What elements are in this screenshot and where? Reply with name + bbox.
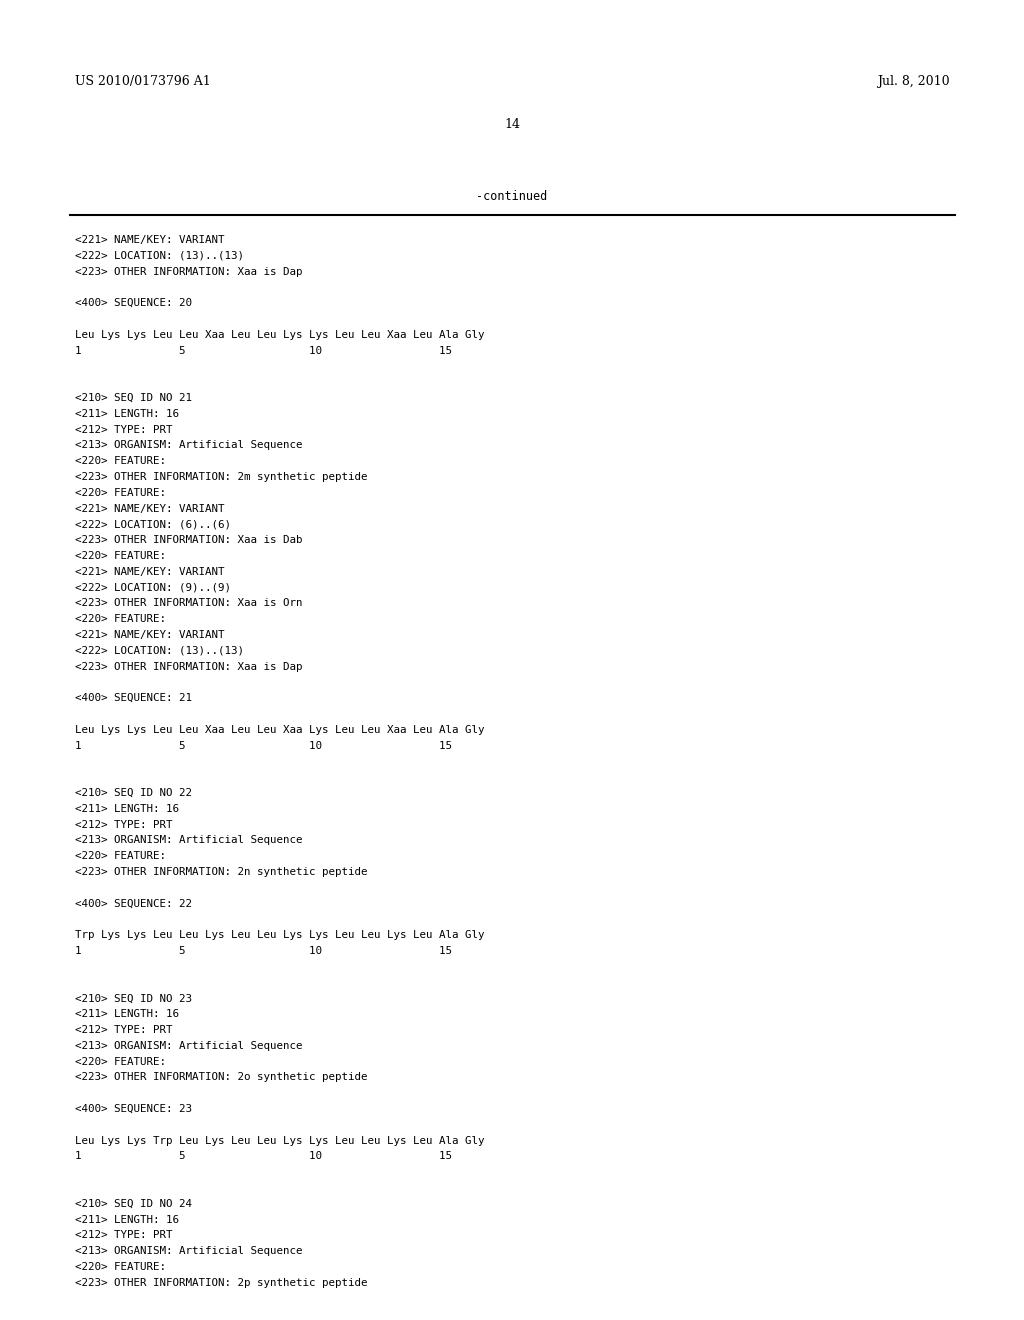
- Text: 14: 14: [504, 117, 520, 131]
- Text: <400> SEQUENCE: 21: <400> SEQUENCE: 21: [75, 693, 193, 704]
- Text: Leu Lys Lys Trp Leu Lys Leu Leu Lys Lys Leu Leu Lys Leu Ala Gly: Leu Lys Lys Trp Leu Lys Leu Leu Lys Lys …: [75, 1135, 484, 1146]
- Text: <221> NAME/KEY: VARIANT: <221> NAME/KEY: VARIANT: [75, 566, 224, 577]
- Text: <223> OTHER INFORMATION: 2n synthetic peptide: <223> OTHER INFORMATION: 2n synthetic pe…: [75, 867, 368, 876]
- Text: 1               5                   10                  15: 1 5 10 15: [75, 346, 452, 355]
- Text: <220> FEATURE:: <220> FEATURE:: [75, 1262, 166, 1272]
- Text: <213> ORGANISM: Artificial Sequence: <213> ORGANISM: Artificial Sequence: [75, 836, 302, 845]
- Text: 1               5                   10                  15: 1 5 10 15: [75, 946, 452, 956]
- Text: Trp Lys Lys Leu Leu Lys Leu Leu Lys Lys Leu Leu Lys Leu Ala Gly: Trp Lys Lys Leu Leu Lys Leu Leu Lys Lys …: [75, 931, 484, 940]
- Text: <212> TYPE: PRT: <212> TYPE: PRT: [75, 1026, 172, 1035]
- Text: <222> LOCATION: (13)..(13): <222> LOCATION: (13)..(13): [75, 251, 244, 261]
- Text: <223> OTHER INFORMATION: 2o synthetic peptide: <223> OTHER INFORMATION: 2o synthetic pe…: [75, 1072, 368, 1082]
- Text: <213> ORGANISM: Artificial Sequence: <213> ORGANISM: Artificial Sequence: [75, 1040, 302, 1051]
- Text: <211> LENGTH: 16: <211> LENGTH: 16: [75, 409, 179, 418]
- Text: <221> NAME/KEY: VARIANT: <221> NAME/KEY: VARIANT: [75, 504, 224, 513]
- Text: <213> ORGANISM: Artificial Sequence: <213> ORGANISM: Artificial Sequence: [75, 1246, 302, 1257]
- Text: <210> SEQ ID NO 23: <210> SEQ ID NO 23: [75, 994, 193, 1003]
- Text: <212> TYPE: PRT: <212> TYPE: PRT: [75, 1230, 172, 1241]
- Text: <222> LOCATION: (6)..(6): <222> LOCATION: (6)..(6): [75, 519, 231, 529]
- Text: <212> TYPE: PRT: <212> TYPE: PRT: [75, 425, 172, 434]
- Text: Jul. 8, 2010: Jul. 8, 2010: [878, 75, 950, 88]
- Text: <220> FEATURE:: <220> FEATURE:: [75, 457, 166, 466]
- Text: Leu Lys Lys Leu Leu Xaa Leu Leu Xaa Lys Leu Leu Xaa Leu Ala Gly: Leu Lys Lys Leu Leu Xaa Leu Leu Xaa Lys …: [75, 725, 484, 735]
- Text: <220> FEATURE:: <220> FEATURE:: [75, 851, 166, 861]
- Text: <221> NAME/KEY: VARIANT: <221> NAME/KEY: VARIANT: [75, 235, 224, 246]
- Text: <400> SEQUENCE: 20: <400> SEQUENCE: 20: [75, 298, 193, 308]
- Text: <211> LENGTH: 16: <211> LENGTH: 16: [75, 1214, 179, 1225]
- Text: <220> FEATURE:: <220> FEATURE:: [75, 1056, 166, 1067]
- Text: <220> FEATURE:: <220> FEATURE:: [75, 614, 166, 624]
- Text: <222> LOCATION: (9)..(9): <222> LOCATION: (9)..(9): [75, 582, 231, 593]
- Text: <221> NAME/KEY: VARIANT: <221> NAME/KEY: VARIANT: [75, 630, 224, 640]
- Text: <223> OTHER INFORMATION: Xaa is Dap: <223> OTHER INFORMATION: Xaa is Dap: [75, 267, 302, 277]
- Text: <213> ORGANISM: Artificial Sequence: <213> ORGANISM: Artificial Sequence: [75, 441, 302, 450]
- Text: <223> OTHER INFORMATION: Xaa is Dab: <223> OTHER INFORMATION: Xaa is Dab: [75, 535, 302, 545]
- Text: <223> OTHER INFORMATION: 2p synthetic peptide: <223> OTHER INFORMATION: 2p synthetic pe…: [75, 1278, 368, 1288]
- Text: <223> OTHER INFORMATION: Xaa is Orn: <223> OTHER INFORMATION: Xaa is Orn: [75, 598, 302, 609]
- Text: US 2010/0173796 A1: US 2010/0173796 A1: [75, 75, 211, 88]
- Text: <223> OTHER INFORMATION: 2m synthetic peptide: <223> OTHER INFORMATION: 2m synthetic pe…: [75, 473, 368, 482]
- Text: Leu Lys Lys Leu Leu Xaa Leu Leu Lys Lys Leu Leu Xaa Leu Ala Gly: Leu Lys Lys Leu Leu Xaa Leu Leu Lys Lys …: [75, 330, 484, 339]
- Text: <211> LENGTH: 16: <211> LENGTH: 16: [75, 804, 179, 814]
- Text: -continued: -continued: [476, 190, 548, 203]
- Text: <211> LENGTH: 16: <211> LENGTH: 16: [75, 1010, 179, 1019]
- Text: <220> FEATURE:: <220> FEATURE:: [75, 488, 166, 498]
- Text: <223> OTHER INFORMATION: Xaa is Dap: <223> OTHER INFORMATION: Xaa is Dap: [75, 661, 302, 672]
- Text: <222> LOCATION: (13)..(13): <222> LOCATION: (13)..(13): [75, 645, 244, 656]
- Text: <400> SEQUENCE: 22: <400> SEQUENCE: 22: [75, 899, 193, 908]
- Text: <400> SEQUENCE: 23: <400> SEQUENCE: 23: [75, 1104, 193, 1114]
- Text: <210> SEQ ID NO 22: <210> SEQ ID NO 22: [75, 788, 193, 799]
- Text: <220> FEATURE:: <220> FEATURE:: [75, 550, 166, 561]
- Text: 1               5                   10                  15: 1 5 10 15: [75, 741, 452, 751]
- Text: <212> TYPE: PRT: <212> TYPE: PRT: [75, 820, 172, 829]
- Text: <210> SEQ ID NO 21: <210> SEQ ID NO 21: [75, 393, 193, 403]
- Text: 1               5                   10                  15: 1 5 10 15: [75, 1151, 452, 1162]
- Text: <210> SEQ ID NO 24: <210> SEQ ID NO 24: [75, 1199, 193, 1209]
